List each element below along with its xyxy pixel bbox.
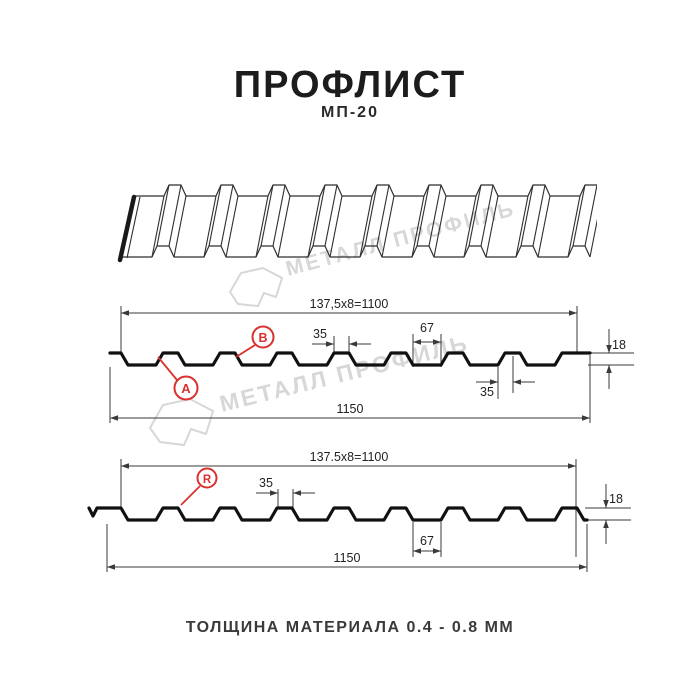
cross-section-reverse: 137.5x8=1100 35 67 18 1150 R (87, 450, 631, 572)
material-thickness-note: ТОЛЩИНА МАТЕРИАЛА 0.4 - 0.8 ММ (185, 619, 515, 636)
callout-b: B (235, 325, 275, 358)
profile-3d-view (117, 184, 597, 263)
page-title: ПРОФЛИСТ (233, 64, 467, 106)
callout-b-letter: B (258, 331, 267, 345)
callout-a: A (157, 356, 199, 401)
dim-valley-label: 67 (420, 534, 434, 548)
dim-pitch-label: 137,5x8=1100 (310, 297, 389, 311)
dimension-lines (109, 306, 634, 423)
dim-rib-top-label: 35 (313, 327, 327, 341)
profile-model-subtitle: МП-20 (321, 104, 379, 121)
dim-total-width-label: 1150 (337, 402, 364, 416)
watermark-upper: МЕТАЛЛ ПРОФИЛЬ (228, 197, 518, 308)
dim-rib-bottom-label: 35 (480, 385, 494, 399)
profile-outline-front (108, 351, 592, 367)
metall-profil-logo-icon (228, 266, 284, 308)
profile-outline-reverse (87, 506, 589, 522)
dim-valley-label: 67 (420, 321, 434, 335)
dim-height-label: 18 (612, 338, 626, 352)
cross-section-front: 137,5x8=1100 35 67 18 35 1150 A B (108, 297, 634, 423)
dim-pitch-label: 137.5x8=1100 (310, 450, 389, 464)
callout-r-letter: R (203, 474, 212, 486)
dim-rib-top-label: 35 (259, 476, 273, 490)
callout-a-letter: A (181, 381, 191, 396)
dim-height-label: 18 (609, 492, 623, 506)
metall-profil-logo-icon (148, 397, 215, 447)
dimension-lines (106, 459, 631, 572)
dim-total-width-label: 1150 (334, 551, 361, 565)
callout-r: R (180, 467, 218, 506)
